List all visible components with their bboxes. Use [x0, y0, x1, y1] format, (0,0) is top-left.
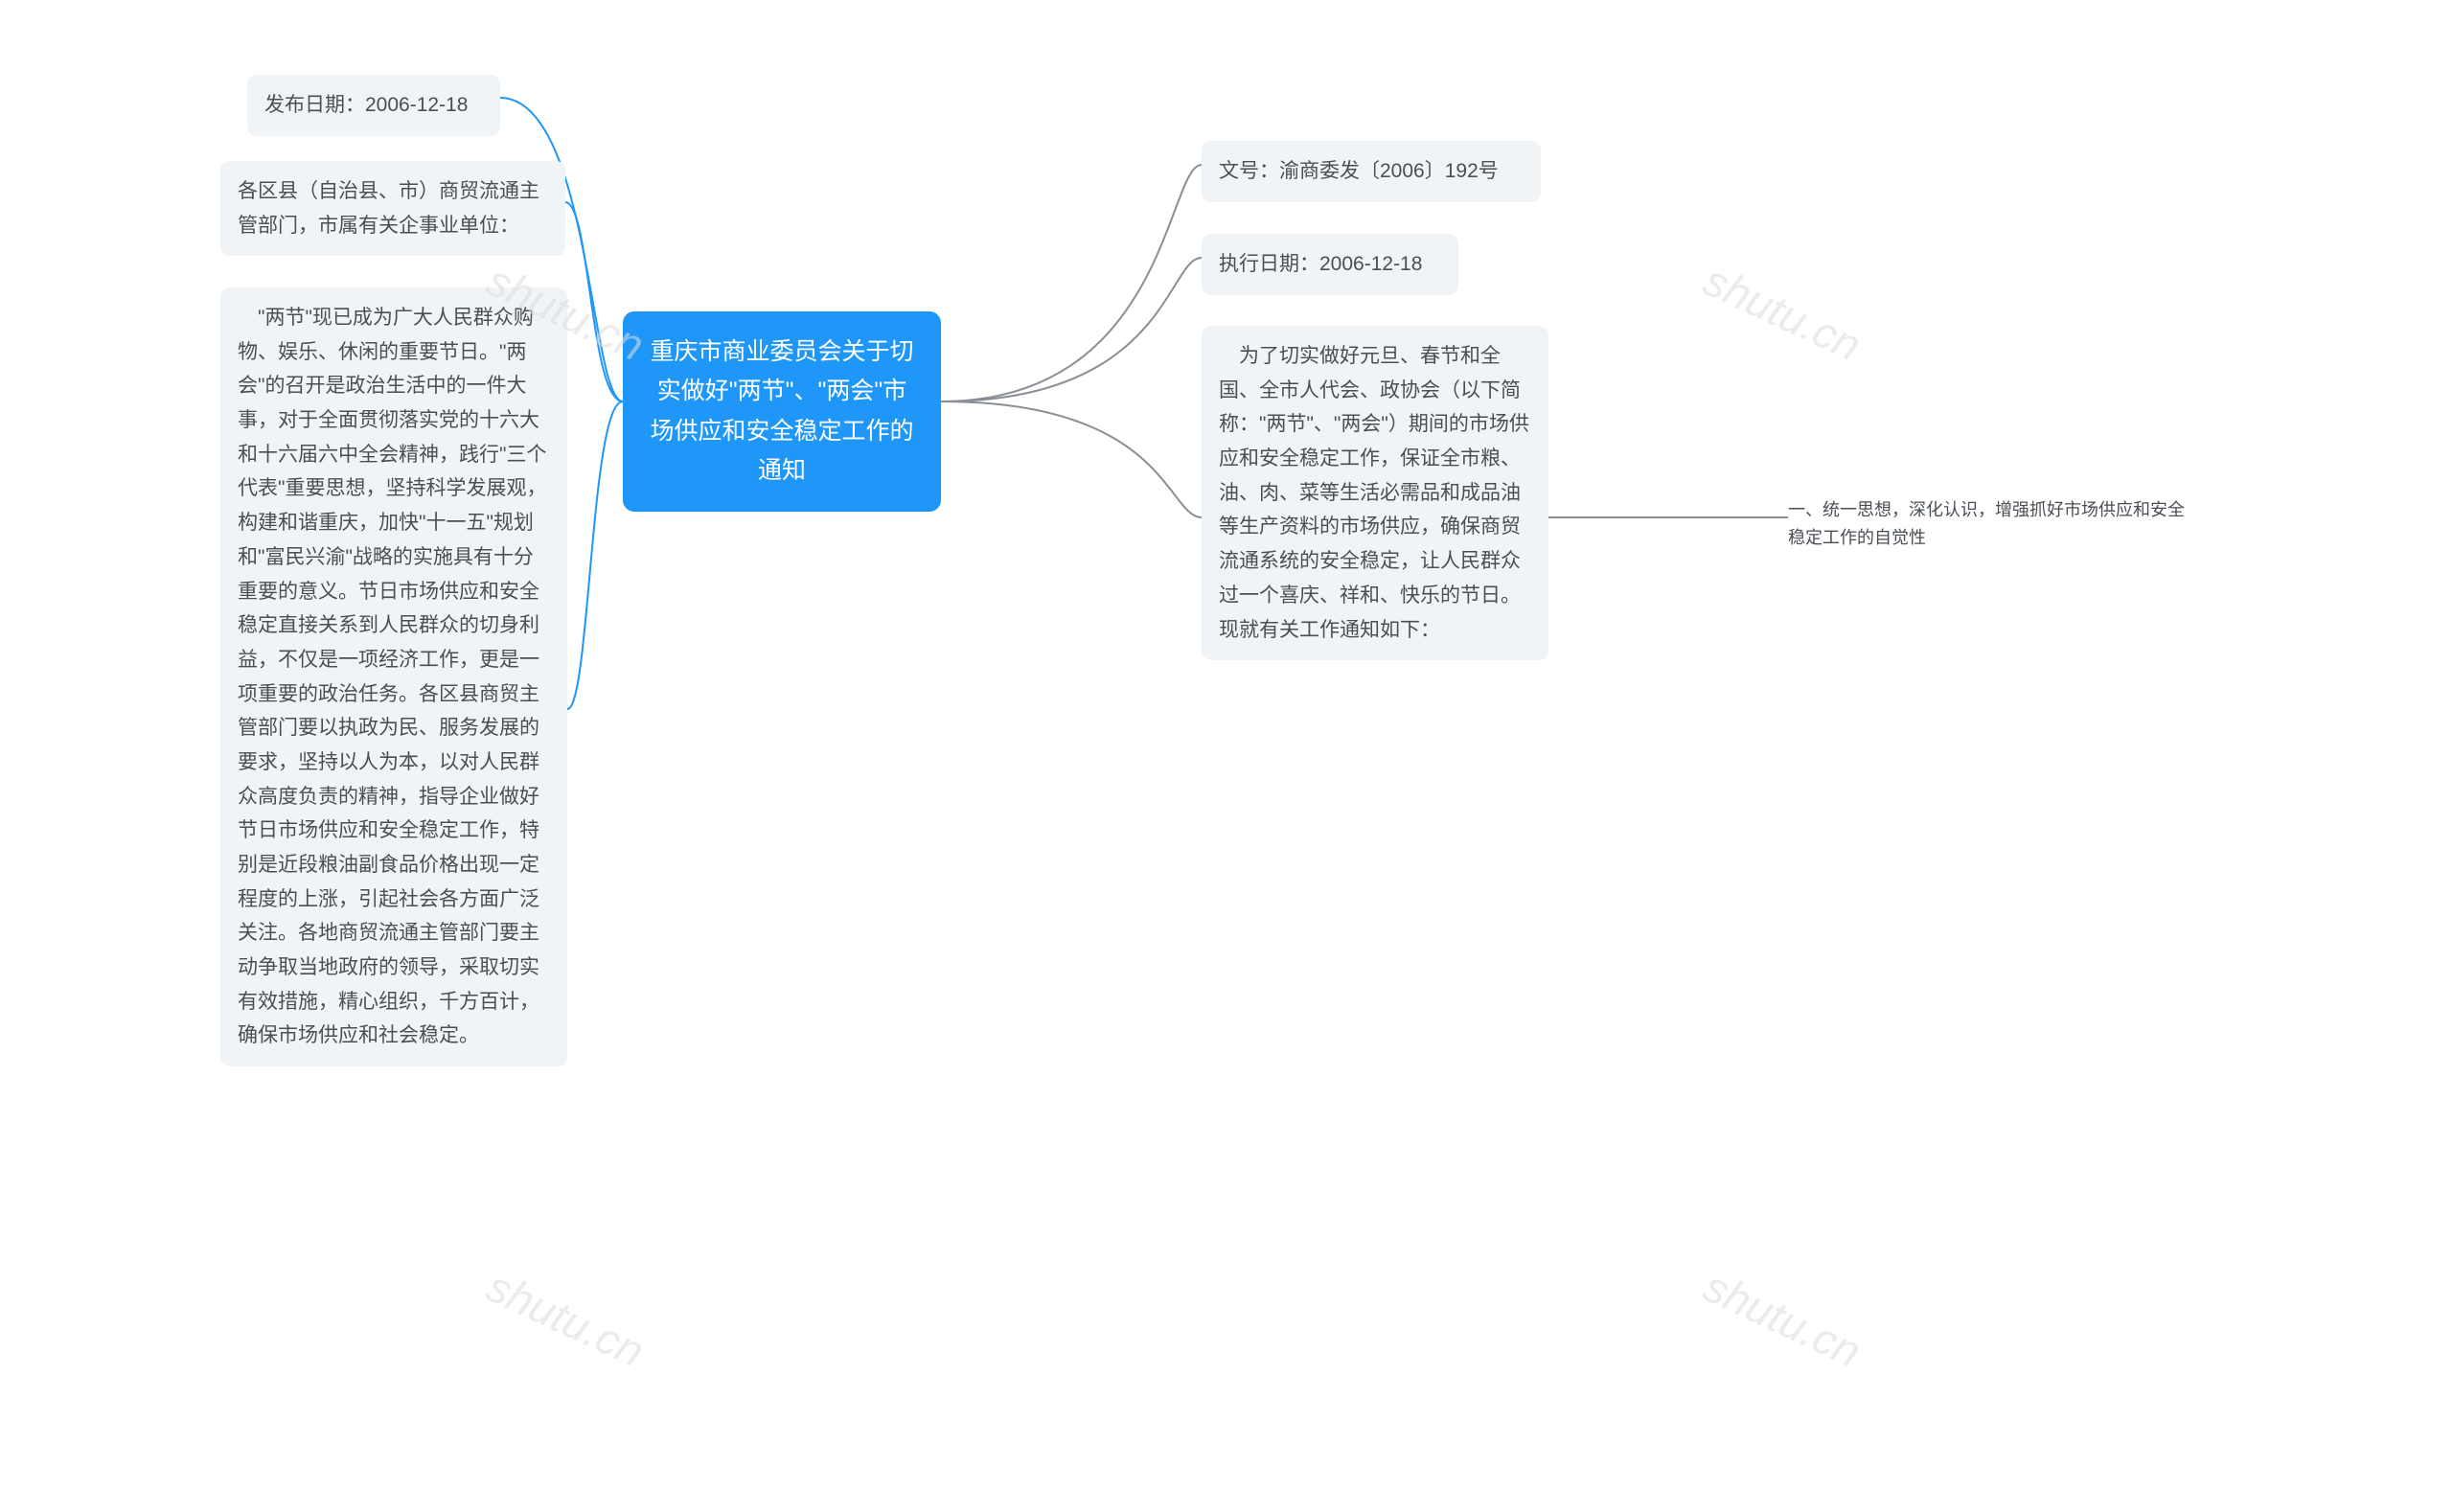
left-node-publish-date[interactable]: 发布日期：2006-12-18 [247, 75, 500, 136]
right-node-purpose[interactable]: 为了切实做好元旦、春节和全国、全市人代会、政协会（以下简称："两节"、"两会"）… [1202, 326, 1548, 660]
watermark: shutu.cn [105, 1500, 278, 1512]
right-node-exec-date[interactable]: 执行日期：2006-12-18 [1202, 234, 1458, 295]
right-node-doc-number[interactable]: 文号：渝商委发〔2006〕192号 [1202, 141, 1541, 202]
watermark: shutu.cn [479, 1260, 652, 1377]
right-node-purpose-child[interactable]: 一、统一思想，深化认识，增强抓好市场供应和安全稳定工作的自觉性 [1788, 496, 2190, 552]
left-node-recipients[interactable]: 各区县（自治县、市）商贸流通主管部门，市属有关企事业单位： [220, 161, 565, 256]
watermark: shutu.cn [1696, 254, 1868, 371]
watermark: shutu.cn [1696, 1260, 1868, 1377]
left-node-body[interactable]: "两节"现已成为广大人民群众购物、娱乐、休闲的重要节日。"两会"的召开是政治生活… [220, 287, 567, 1066]
center-node[interactable]: 重庆市商业委员会关于切实做好"两节"、"两会"市场供应和安全稳定工作的通知 [623, 311, 941, 512]
